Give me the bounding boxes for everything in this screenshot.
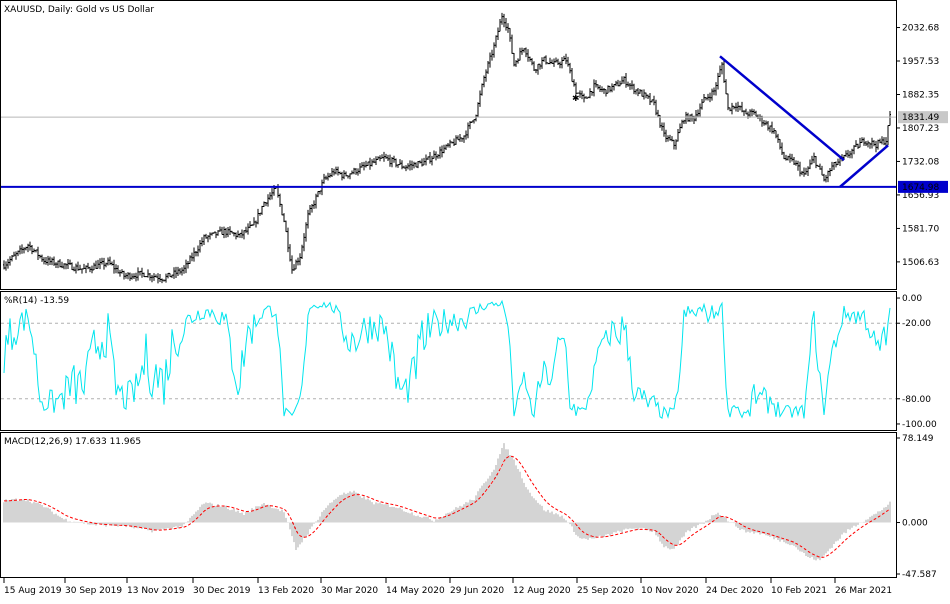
price-tick-label: 1957.53 xyxy=(902,57,939,67)
price-tick-label: 1506.63 xyxy=(902,258,939,268)
date-tick-label: 30 Sep 2019 xyxy=(65,586,122,596)
macd-signal-line xyxy=(4,455,891,558)
date-tick-label: 13 Nov 2019 xyxy=(127,586,185,596)
price-series: ✱ xyxy=(1,12,896,284)
williams-panel xyxy=(0,291,897,431)
date-tick-label: 26 Mar 2021 xyxy=(835,586,892,596)
williams-r-indicator: 0.00 -20.00 -80.00 -100.00 xyxy=(1,294,937,430)
williams-r-line xyxy=(3,299,891,420)
price-tick-label: 1656.93 xyxy=(902,191,939,201)
price-axis: 1506.63 1581.70 1656.93 1732.08 1807.23 1882.… xyxy=(896,24,948,268)
price-chart-title: XAUUSD, Daily: Gold vs US Dollar xyxy=(4,5,154,15)
macd-tick-label: 78.149 xyxy=(902,434,934,444)
price-tick-label: 1732.08 xyxy=(902,157,939,167)
price-tick-label: 1807.23 xyxy=(902,124,939,134)
date-tick-label: 10 Feb 2021 xyxy=(771,586,827,596)
support-level-badge xyxy=(898,180,948,193)
current-price-label: 1831.49 xyxy=(902,113,939,123)
date-tick-label: 29 Jun 2020 xyxy=(450,586,504,596)
support-level-label: 1674.98 xyxy=(902,183,939,193)
price-tick-label: 2032.68 xyxy=(902,24,939,34)
date-tick-label: 30 Dec 2019 xyxy=(193,586,251,596)
downtrend-line xyxy=(719,55,845,162)
macd-indicator: 78.149 0.000 -47.587 xyxy=(3,434,937,580)
date-axis: 15 Aug 2019 30 Sep 2019 13 Nov 2019 30 Dec … xyxy=(3,578,892,596)
macd-tick-label: -47.587 xyxy=(902,570,937,580)
price-tick-label: 1882.35 xyxy=(902,91,939,101)
date-tick-label: 15 Aug 2019 xyxy=(4,586,62,596)
williams-tick-label: -80.00 xyxy=(902,395,931,405)
date-tick-label: 25 Sep 2020 xyxy=(577,586,634,596)
williams-r-title: %R(14) -13.59 xyxy=(4,296,69,306)
date-tick-label: 30 Mar 2020 xyxy=(321,586,378,596)
uptrend-line xyxy=(839,144,889,188)
date-tick-label: 12 Aug 2020 xyxy=(513,586,571,596)
macd-tick-label: 0.000 xyxy=(902,519,928,529)
price-tick-label: 1581.70 xyxy=(902,224,939,234)
macd-title: MACD(12,26,9) 17.633 11.965 xyxy=(4,437,141,447)
current-price-badge xyxy=(898,111,948,124)
date-tick-label: 24 Dec 2020 xyxy=(706,586,764,596)
williams-tick-label: -20.00 xyxy=(902,319,931,329)
williams-tick-label: 0.00 xyxy=(902,294,922,304)
date-tick-label: 13 Feb 2020 xyxy=(258,586,314,596)
date-tick-label: 14 May 2020 xyxy=(386,586,445,596)
macd-panel xyxy=(0,432,897,578)
williams-tick-label: -100.00 xyxy=(902,420,937,430)
date-tick-label: 10 Nov 2020 xyxy=(641,586,699,596)
order-marker: ✱ xyxy=(572,94,580,104)
